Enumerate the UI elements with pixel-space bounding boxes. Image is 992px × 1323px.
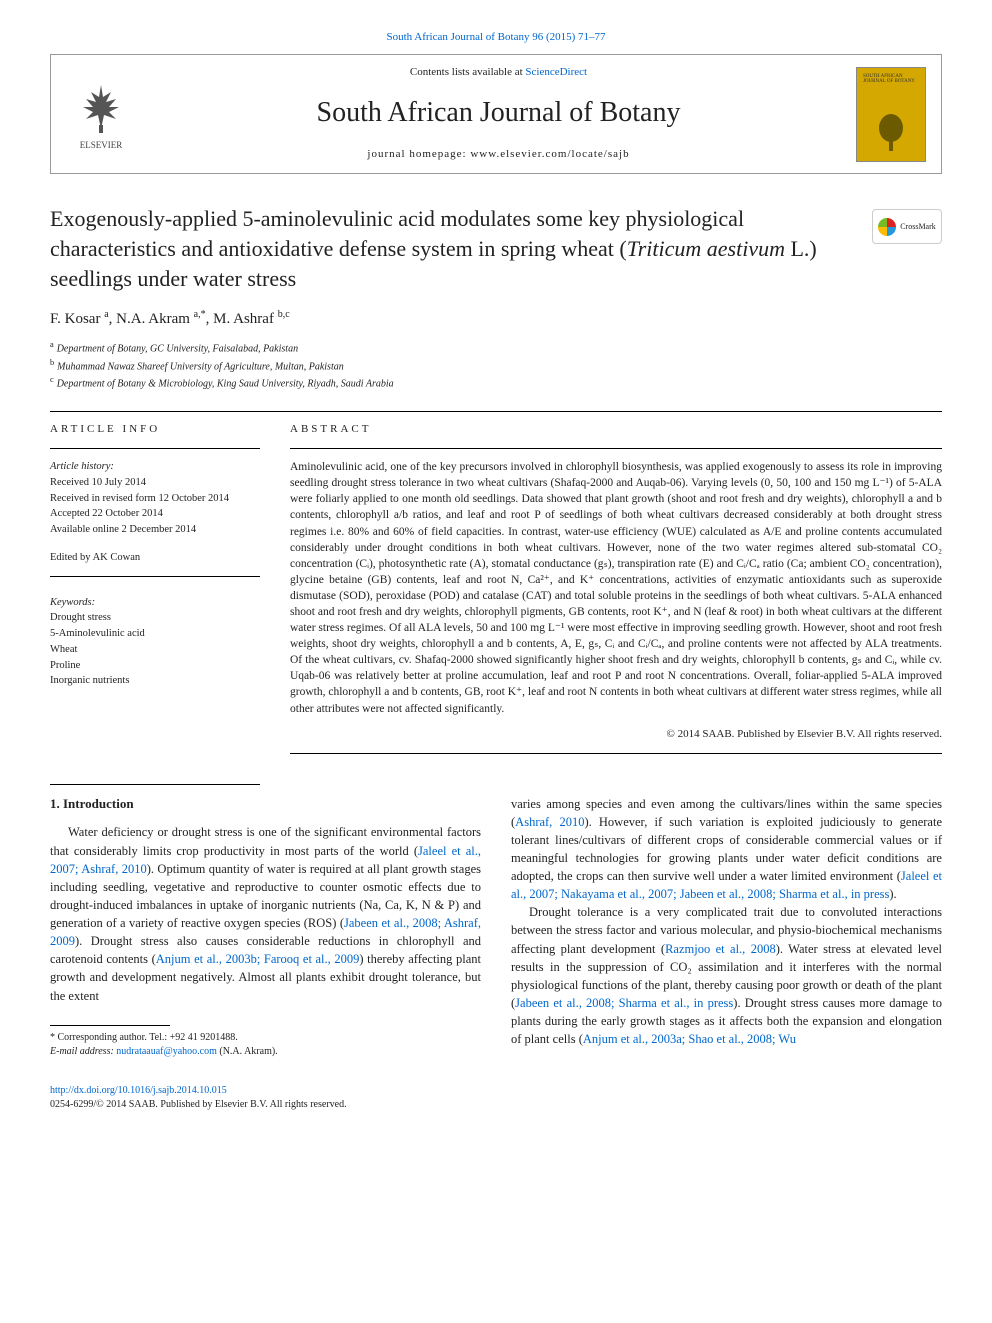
contents-line: Contents lists available at ScienceDirec… [156,65,841,81]
section-heading: 1. Introduction [50,795,481,814]
history-item: Accepted 22 October 2014 [50,506,260,522]
citation-link[interactable]: Jaleel et al., 2007; Nakayama et al., 20… [511,869,942,901]
sciencedirect-link[interactable]: ScienceDirect [525,66,587,78]
affil-text: Department of Botany & Microbiology, Kin… [57,378,394,389]
email-tail: (N.A. Akram). [219,1046,277,1057]
crossmark-icon [878,218,896,236]
doi-link[interactable]: http://dx.doi.org/10.1016/j.sajb.2014.10… [50,1085,227,1096]
homepage-label: journal homepage: [367,148,466,160]
title-text: Exogenously-applied 5-aminolevulinic aci… [50,206,817,290]
top-citation: 96 (2015) 71–77 [532,31,605,43]
article-history: Article history: Received 10 July 2014 R… [50,459,260,538]
citation-link[interactable]: Jabeen et al., 2008; Sharma et al., in p… [515,996,733,1010]
article-info-col: ARTICLE INFO Article history: Received 1… [50,422,260,763]
citation-link[interactable]: Anjum et al., 2003b; Farooq et al., 2009 [156,952,360,966]
issn-copyright: 0254-6299/© 2014 SAAB. Published by Else… [50,1098,942,1113]
abstract-text: Aminolevulinic acid, one of the key prec… [290,459,942,717]
body-paragraph: Water deficiency or drought stress is on… [50,823,481,1004]
citation-link[interactable]: Razmjoo et al., 2008 [665,942,776,956]
affil-text: Muhammad Nawaz Shareef University of Agr… [57,361,344,372]
body-paragraph: Drought tolerance is a very complicated … [511,903,942,1048]
divider [50,576,260,577]
keyword: Wheat [50,642,260,658]
keywords-block: Keywords: Drought stress 5-Aminolevulini… [50,595,260,690]
editor-line: Edited by AK Cowan [50,550,260,566]
elsevier-logo: ELSEVIER [66,74,136,154]
corr-email-line: E-mail address: nudrataauaf@yahoo.com (N… [50,1045,481,1059]
citation-link[interactable]: Jaleel et al., 2007; Ashraf, 2010 [50,844,481,876]
keywords-label: Keywords: [50,595,260,611]
affiliation-row: cDepartment of Botany & Microbiology, Ki… [50,374,942,391]
history-item: Available online 2 December 2014 [50,522,260,538]
journal-header: ELSEVIER Contents lists available at Sci… [50,54,942,174]
citation-link[interactable]: Jabeen et al., 2008; Ashraf, 2009 [50,916,481,948]
divider [50,411,942,412]
affil-sup: b [50,358,54,367]
abstract-col: ABSTRACT Aminolevulinic acid, one of the… [290,422,942,763]
divider [290,753,942,754]
affil-sup: c [50,375,54,384]
body-col-right: varies among species and even among the … [511,795,942,1059]
info-abstract-row: ARTICLE INFO Article history: Received 1… [50,422,942,763]
citation-link[interactable]: Ashraf, 2010 [515,815,584,829]
journal-name: South African Journal of Botany [156,93,841,134]
corr-tel: * Corresponding author. Tel.: +92 41 920… [50,1031,481,1045]
abstract-heading: ABSTRACT [290,422,942,438]
journal-homepage-line: journal homepage: www.elsevier.com/locat… [156,147,841,163]
keyword: Proline [50,658,260,674]
affiliation-row: aDepartment of Botany, GC University, Fa… [50,339,942,356]
history-label: Article history: [50,459,260,475]
divider [290,448,942,449]
header-center: Contents lists available at ScienceDirec… [156,65,841,163]
citation-link[interactable]: Anjum et al., 2003a; Shao et al., 2008; … [583,1032,796,1046]
top-citation-link[interactable]: South African Journal of Botany 96 (2015… [50,30,942,46]
abstract-copyright: © 2014 SAAB. Published by Elsevier B.V. … [290,727,942,743]
body-columns: 1. Introduction Water deficiency or drou… [50,795,942,1059]
footnote-separator [50,1025,170,1026]
affil-text: Department of Botany, GC University, Fai… [57,344,298,355]
history-item: Received in revised form 12 October 2014 [50,491,260,507]
article-title: Exogenously-applied 5-aminolevulinic aci… [50,204,942,293]
cover-label: SOUTH AFRICAN JOURNAL OF BOTANY [863,74,919,85]
keyword: 5-Aminolevulinic acid [50,626,260,642]
keyword: Drought stress [50,610,260,626]
email-link[interactable]: nudrataauaf@yahoo.com [116,1046,217,1057]
affiliations: aDepartment of Botany, GC University, Fa… [50,339,942,391]
divider [50,448,260,449]
keyword: Inorganic nutrients [50,673,260,689]
corresponding-author-footnote: * Corresponding author. Tel.: +92 41 920… [50,1031,481,1059]
crossmark-label: CrossMark [900,221,936,233]
top-journal-name: South African Journal of Botany [386,31,529,43]
crossmark-badge[interactable]: CrossMark [872,209,942,244]
publisher-name: ELSEVIER [80,139,123,152]
title-section: Exogenously-applied 5-aminolevulinic aci… [50,204,942,293]
authors-line: F. Kosar a, N.A. Akram a,*, M. Ashraf b,… [50,308,942,331]
article-info-heading: ARTICLE INFO [50,422,260,438]
contents-prefix: Contents lists available at [410,66,523,78]
affiliation-row: bMuhammad Nawaz Shareef University of Ag… [50,357,942,374]
body-col-left: 1. Introduction Water deficiency or drou… [50,795,481,1059]
history-item: Received 10 July 2014 [50,475,260,491]
body-paragraph: varies among species and even among the … [511,795,942,904]
email-label: E-mail address: [50,1046,114,1057]
homepage-url: www.elsevier.com/locate/sajb [470,148,629,160]
journal-cover-thumbnail: SOUTH AFRICAN JOURNAL OF BOTANY [856,67,926,162]
page-footer: http://dx.doi.org/10.1016/j.sajb.2014.10… [50,1084,942,1113]
affil-sup: a [50,340,54,349]
elsevier-tree-icon [71,77,131,137]
divider [50,784,260,785]
cover-tree-icon [876,113,906,153]
